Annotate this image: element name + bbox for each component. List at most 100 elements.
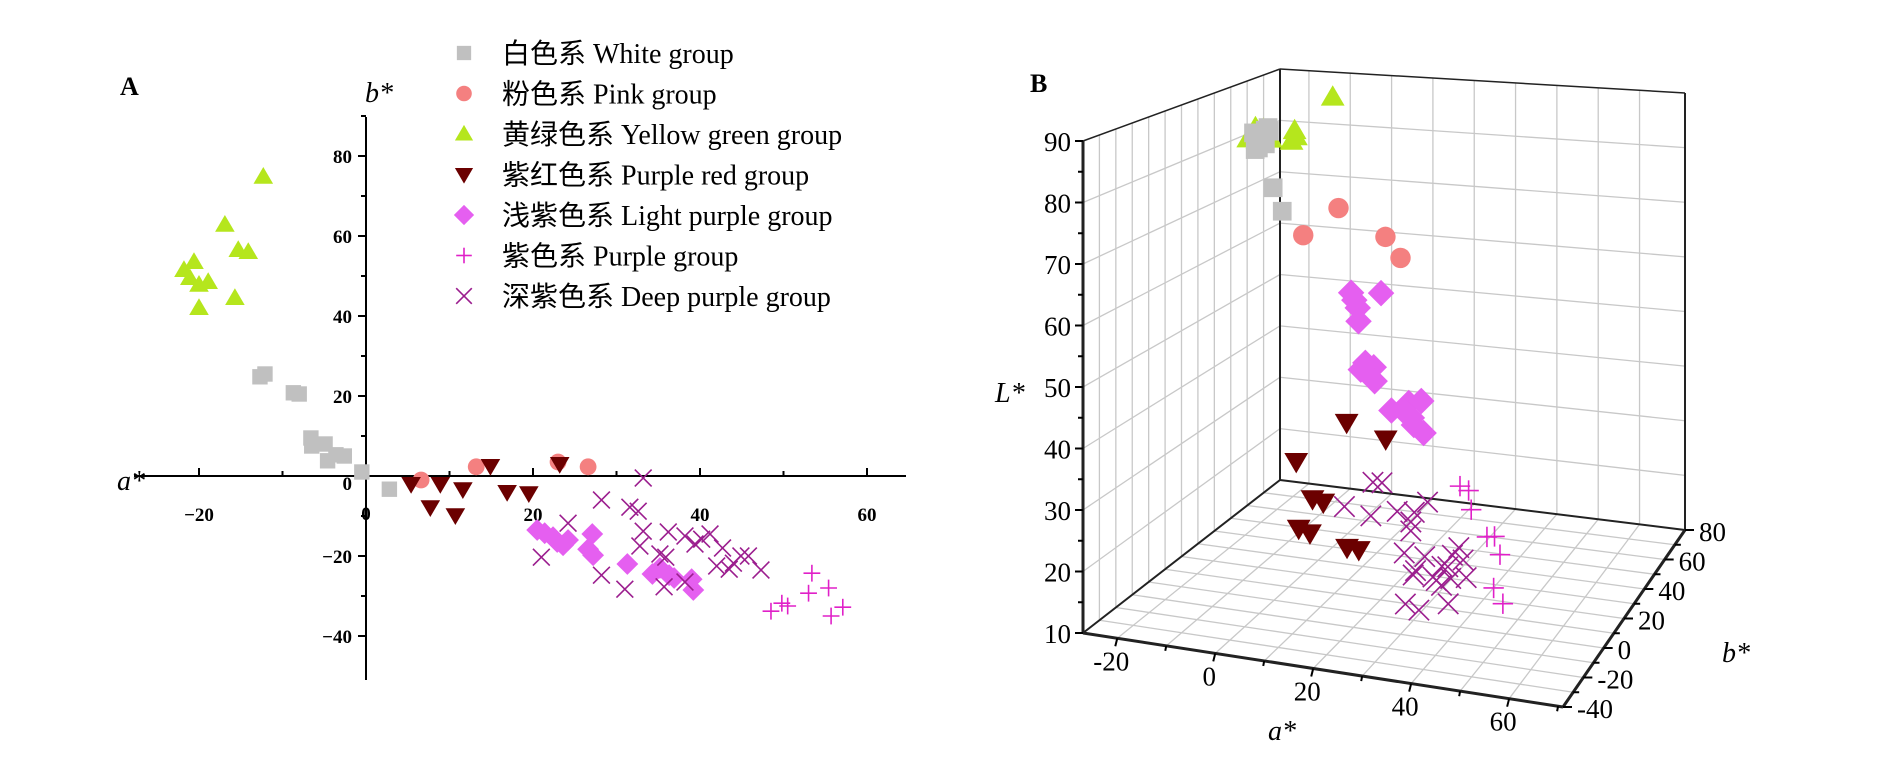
a-point-deeppurple bbox=[655, 577, 674, 596]
a-y-tick-label: 0 bbox=[343, 474, 353, 495]
b-point-purple bbox=[1483, 577, 1504, 599]
legend-marker-lightpurple bbox=[453, 204, 475, 226]
a-point-deeppurple bbox=[686, 535, 704, 553]
b-floor-grid-b bbox=[1148, 581, 1604, 649]
b-floor-grid-b bbox=[1197, 543, 1635, 605]
a-point-lightpurple bbox=[581, 523, 604, 545]
b-left-grid-l bbox=[1082, 171, 1281, 265]
a-y-axis-label: b* bbox=[365, 78, 393, 109]
a-point-purple bbox=[779, 597, 797, 615]
b-x-tick-label: 40 bbox=[1392, 692, 1419, 722]
b-floor-grid-b bbox=[1181, 555, 1625, 620]
b-x-axis-line bbox=[1082, 631, 1564, 709]
panel-a-label: A bbox=[120, 72, 139, 101]
a-point-deeppurple bbox=[720, 560, 739, 579]
a-y-tick-label: 40 bbox=[333, 307, 352, 328]
a-point-deeppurple bbox=[713, 539, 732, 557]
b-floor-grid-b bbox=[1214, 530, 1645, 590]
a-y-tick-label: 80 bbox=[333, 147, 352, 168]
b-x-minor-tick bbox=[1164, 645, 1168, 652]
b-point-purplered bbox=[1298, 524, 1322, 545]
a-x-tick-label: 40 bbox=[691, 505, 710, 526]
legend-marker-yellowgreen bbox=[454, 124, 474, 141]
b-y-tick-label: 20 bbox=[1638, 606, 1665, 636]
b-point-deeppurple bbox=[1394, 593, 1417, 615]
b-point-deeppurple bbox=[1360, 505, 1382, 527]
b-point-lightpurple bbox=[1345, 308, 1372, 335]
legend-label-deeppurple: 深紫色系 Deep purple group bbox=[502, 281, 831, 313]
a-point-purple bbox=[820, 579, 837, 597]
a-y-tick-label: −20 bbox=[322, 547, 352, 568]
b-x-tick bbox=[1310, 668, 1315, 677]
b-point-purple bbox=[1458, 480, 1479, 501]
b-point-deeppurple bbox=[1404, 559, 1427, 582]
b-left-grid-l bbox=[1082, 376, 1281, 511]
b-point-deeppurple bbox=[1431, 555, 1453, 578]
legend-label-pink: 粉色系 Pink group bbox=[502, 79, 717, 111]
a-point-deeppurple bbox=[629, 502, 648, 521]
b-x-tick-label: 0 bbox=[1202, 661, 1216, 691]
a-point-lightpurple bbox=[577, 538, 600, 561]
a-point-yellowgreen bbox=[225, 288, 245, 305]
b-x-tick-label: -20 bbox=[1093, 646, 1129, 676]
b-point-pink bbox=[1375, 226, 1396, 248]
b-y-axis-label: b* bbox=[1722, 638, 1750, 669]
b-y-tick-label: -20 bbox=[1597, 665, 1633, 695]
a-point-deeppurple bbox=[659, 523, 678, 541]
legend-label-white: 白色系 White group bbox=[502, 38, 734, 70]
a-point-yellowgreen bbox=[215, 215, 235, 232]
b-point-deeppurple bbox=[1333, 495, 1356, 518]
b-point-lightpurple bbox=[1367, 279, 1395, 307]
b-point-white bbox=[1263, 178, 1283, 198]
b-point-deeppurple bbox=[1425, 569, 1448, 592]
b-left-grid-l bbox=[1082, 428, 1281, 573]
b-point-deeppurple bbox=[1416, 491, 1439, 513]
legend-label-yellowgreen: 黄绿色系 Yellow green group bbox=[502, 119, 842, 151]
b-z-tick-label: 60 bbox=[1044, 312, 1071, 342]
a-point-deeppurple bbox=[676, 527, 694, 545]
b-point-deeppurple bbox=[1393, 542, 1416, 564]
b-left-grid-l bbox=[1082, 273, 1281, 388]
legend-marker-deeppurple bbox=[455, 287, 473, 305]
legend-marker-white bbox=[456, 45, 472, 61]
b-point-deeppurple bbox=[1452, 549, 1474, 571]
b-point-purplered bbox=[1311, 493, 1336, 515]
b-point-purplered bbox=[1284, 452, 1309, 474]
b-z-tick-label: 30 bbox=[1044, 496, 1071, 526]
b-point-deeppurple bbox=[1413, 545, 1436, 568]
a-y-tick-label: 60 bbox=[333, 227, 352, 248]
a-point-white bbox=[336, 448, 352, 464]
a-point-purplered bbox=[401, 477, 421, 494]
b-floor-left-edge bbox=[1082, 479, 1281, 634]
b-point-deeppurple bbox=[1386, 500, 1408, 523]
b-floor-grid-b bbox=[1132, 594, 1594, 664]
a-point-yellowgreen bbox=[198, 272, 218, 289]
a-point-deeppurple bbox=[620, 498, 639, 517]
b-point-pink bbox=[1390, 247, 1411, 269]
legend-label-purple: 紫色系 Purple group bbox=[502, 241, 738, 273]
a-point-deeppurple bbox=[615, 580, 634, 599]
b-x-tick bbox=[1408, 683, 1413, 692]
a-point-yellowgreen bbox=[253, 167, 274, 184]
b-point-white bbox=[1272, 201, 1292, 221]
a-x-axis-label: a* bbox=[117, 466, 145, 497]
b-floor-grid-b bbox=[1247, 504, 1665, 561]
a-point-deeppurple bbox=[634, 522, 653, 541]
b-z-tick-label: 70 bbox=[1044, 250, 1071, 280]
a-point-pink bbox=[579, 458, 597, 476]
b-floor-grid-b bbox=[1099, 619, 1574, 693]
b-point-deeppurple bbox=[1403, 501, 1426, 524]
b-back-grid-l bbox=[1279, 427, 1686, 477]
b-back-grid-l bbox=[1279, 376, 1686, 422]
b-point-deeppurple bbox=[1402, 564, 1424, 586]
a-point-white bbox=[257, 366, 273, 382]
a-point-yellowgreen bbox=[180, 268, 200, 285]
b-point-deeppurple bbox=[1455, 566, 1477, 589]
b-z-tick-label: 40 bbox=[1044, 435, 1071, 465]
b-y-tick-label: 0 bbox=[1618, 635, 1632, 665]
b-point-pink bbox=[1328, 197, 1349, 219]
b-x-tick-label: 20 bbox=[1294, 676, 1321, 706]
a-point-lightpurple bbox=[616, 553, 639, 575]
legend-marker-purple bbox=[456, 247, 472, 264]
